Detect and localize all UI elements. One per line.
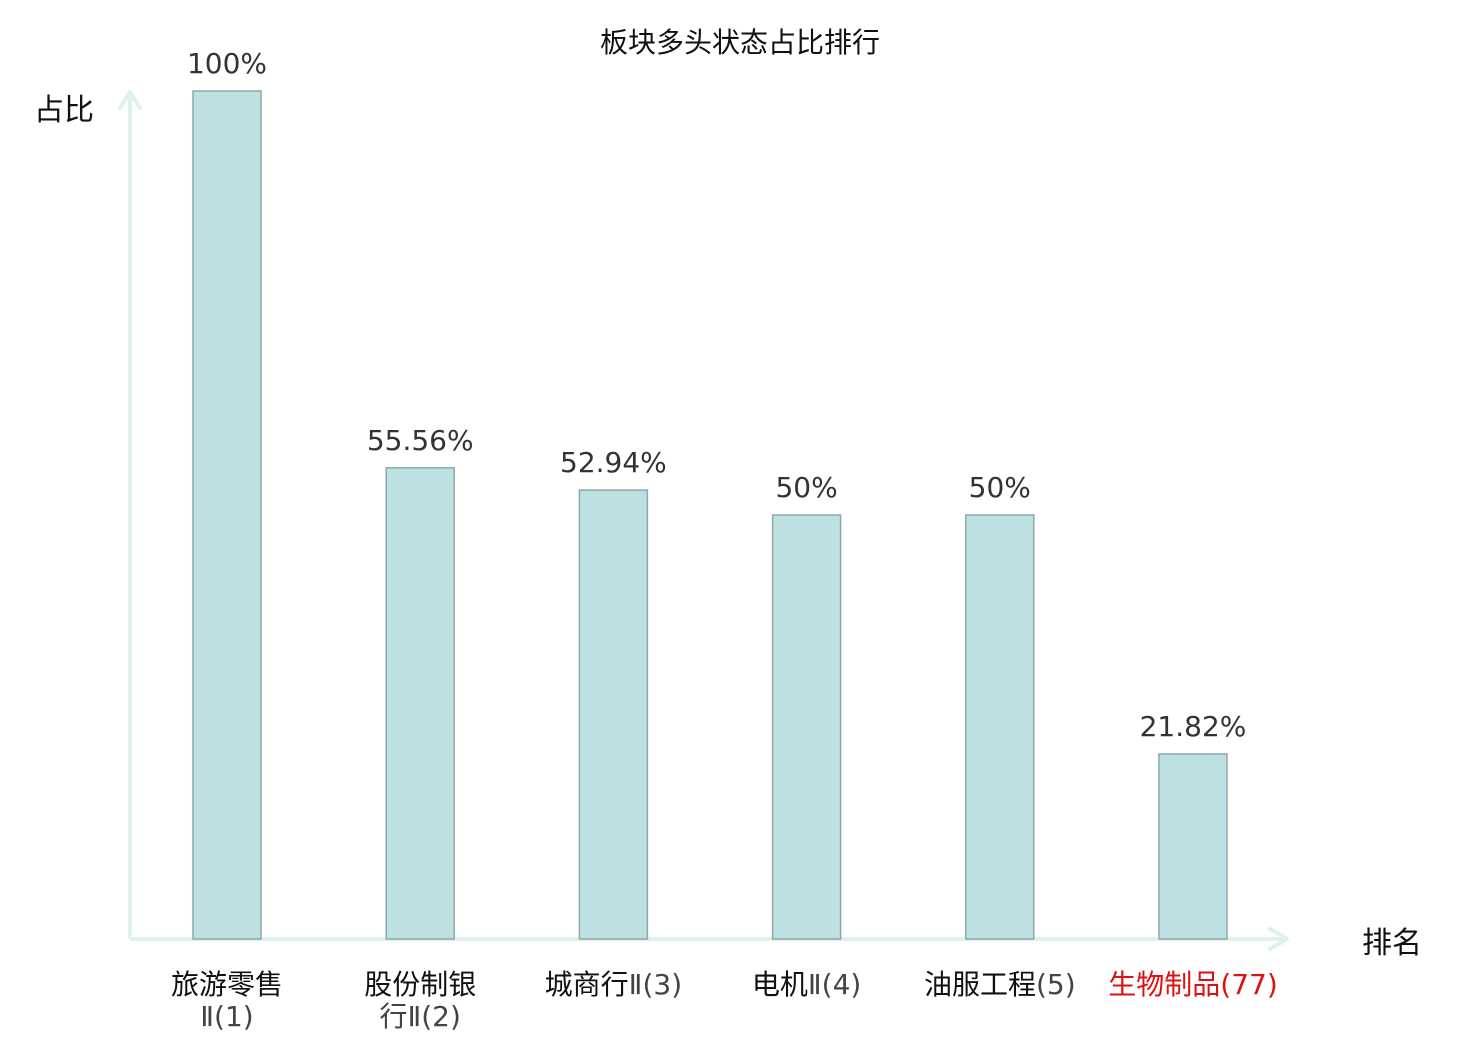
x-tick-label-rank: Ⅱ(3): [629, 968, 682, 1001]
x-tick-label-name: 城商行: [545, 968, 629, 1001]
x-tick-label: 油服工程(5): [924, 968, 1076, 1001]
bar: [385, 467, 455, 940]
x-tick-label: 电机Ⅱ(4): [752, 968, 861, 1001]
x-tick-label-name: 生物制品: [1108, 968, 1220, 1001]
data-label: 52.94%: [560, 446, 667, 479]
x-tick-label-name: 电机: [752, 968, 808, 1001]
x-tick-label-rank: (5): [1036, 968, 1076, 1001]
y-axis-label: 占比: [34, 93, 94, 128]
y-axis-arrow: [118, 90, 142, 110]
x-tick-label-rank: Ⅱ(1): [200, 1000, 253, 1033]
bar: [965, 514, 1035, 940]
x-tick-label-name: 旅游零售: [171, 968, 283, 1001]
bar: [192, 90, 262, 940]
data-label: 50%: [775, 471, 837, 504]
x-axis-label: 排名: [1362, 926, 1422, 961]
bar: [578, 489, 649, 940]
data-label: 100%: [187, 47, 267, 80]
x-axis-arrow: [1268, 927, 1289, 951]
x-tick-label-rank: Ⅱ(4): [808, 968, 861, 1001]
x-tick-label-name: 股份制银: [364, 968, 476, 1001]
x-tick-label-name: 油服工程: [924, 968, 1036, 1001]
x-tick-label-rank: 行Ⅱ(2): [379, 1000, 460, 1033]
bar: [771, 514, 842, 940]
data-label: 21.82%: [1140, 710, 1247, 743]
x-tick-label-rank: (77): [1220, 968, 1277, 1001]
bar: [1158, 753, 1228, 940]
data-label: 55.56%: [367, 424, 474, 457]
x-tick-label: 生物制品(77): [1108, 968, 1278, 1001]
x-tick-label: 城商行Ⅱ(3): [545, 968, 682, 1001]
chart-title: 板块多头状态占比排行: [600, 26, 880, 59]
data-label: 50%: [969, 471, 1031, 504]
